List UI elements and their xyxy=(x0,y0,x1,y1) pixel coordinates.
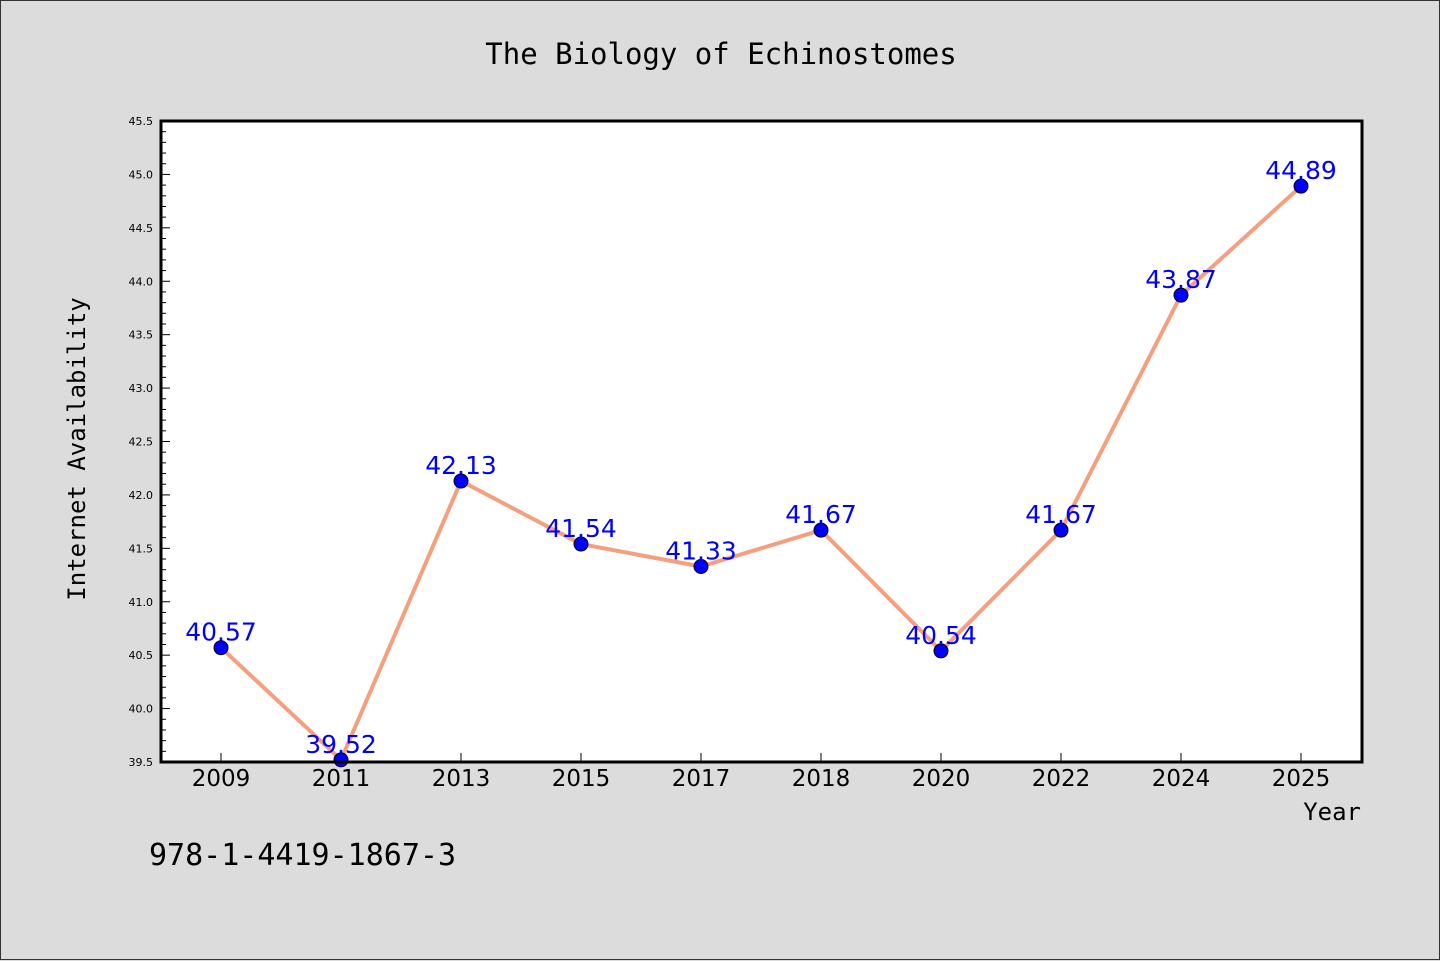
data-label: 41.67 xyxy=(1025,500,1097,529)
chart-title: The Biology of Echinostomes xyxy=(485,37,956,71)
y-tick-label: 43.0 xyxy=(129,382,154,395)
y-tick-label: 42.0 xyxy=(129,489,154,502)
x-tick-label: 2024 xyxy=(1152,766,1211,792)
x-axis: 2009 2011 2013 2015 2017 2018 2020 2022 2024 2025 xyxy=(192,753,1331,792)
y-tick-label: 41.0 xyxy=(129,596,154,609)
x-axis-label: Year xyxy=(1303,798,1361,826)
data-label: 43.87 xyxy=(1145,265,1217,294)
y-tick-label: 44.0 xyxy=(129,275,154,288)
y-tick-label: 43.5 xyxy=(129,329,154,342)
y-tick-label: 45.5 xyxy=(129,115,154,128)
data-point xyxy=(1293,178,1309,194)
data-point xyxy=(693,558,709,574)
footer-isbn: 978-1-4419-1867-3 xyxy=(149,838,456,873)
x-tick-label: 2022 xyxy=(1032,766,1091,792)
data-label: 42.13 xyxy=(425,451,497,480)
x-tick-label: 2017 xyxy=(672,766,731,792)
data-label: 39.52 xyxy=(305,730,377,759)
y-tick-label: 42.5 xyxy=(129,436,154,449)
data-point xyxy=(573,536,589,552)
data-point xyxy=(213,640,229,656)
y-tick-label: 40.0 xyxy=(129,703,154,716)
data-point xyxy=(1053,522,1069,538)
y-tick-label: 40.5 xyxy=(129,649,154,662)
x-tick-label: 2015 xyxy=(552,766,611,792)
x-tick-label: 2011 xyxy=(312,766,371,792)
series-line-group: 40.57 39.52 42.13 41.54 41.33 41.67 40.54 41.67… xyxy=(185,156,1337,768)
data-label: 41.54 xyxy=(545,514,617,543)
x-tick-label: 2013 xyxy=(432,766,491,792)
y-axis-label: Internet Availability xyxy=(63,297,91,600)
x-tick-label: 2020 xyxy=(912,766,971,792)
x-tick-label: 2025 xyxy=(1272,766,1331,792)
data-label: 44.89 xyxy=(1265,156,1337,185)
y-tick-label: 39.5 xyxy=(129,756,154,769)
data-label: 40.54 xyxy=(905,621,977,650)
plot-area xyxy=(161,121,1362,762)
data-label: 40.57 xyxy=(185,618,257,647)
y-tick-label: 41.5 xyxy=(129,542,154,555)
data-point xyxy=(453,473,469,489)
x-tick-label: 2009 xyxy=(192,766,251,792)
data-label: 41.67 xyxy=(785,500,857,529)
data-label: 41.33 xyxy=(665,536,737,565)
data-point xyxy=(933,643,949,659)
x-tick-label: 2018 xyxy=(792,766,851,792)
y-axis: 39.5 40.0 40.5 41.0 41.5 42.0 42.5 43.0 43.5 44.0… xyxy=(129,115,170,769)
y-tick-label: 44.5 xyxy=(129,222,154,235)
data-point xyxy=(1173,287,1189,303)
y-tick-label: 45.0 xyxy=(129,168,154,181)
plot-frame xyxy=(159,119,1364,764)
data-point xyxy=(813,522,829,538)
series-line xyxy=(219,184,1303,762)
